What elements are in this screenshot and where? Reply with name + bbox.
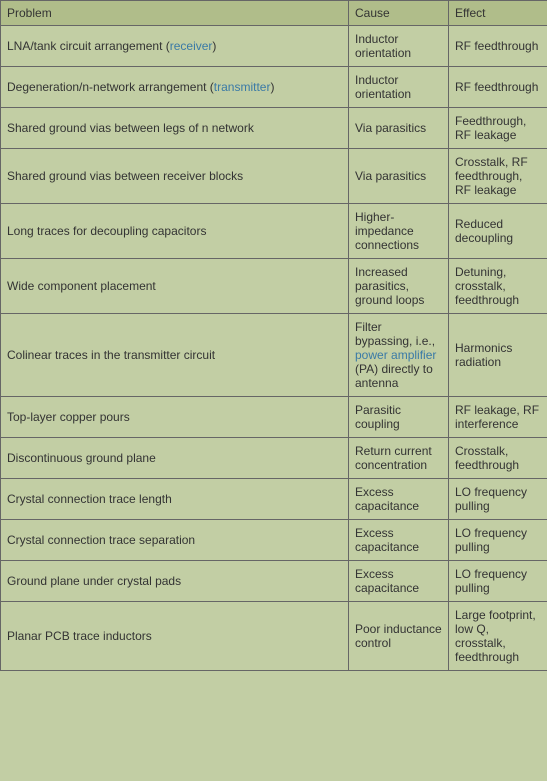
cell-problem: Crystal connection trace length [1, 479, 349, 520]
power-amplifier-link[interactable]: power amplifier [355, 348, 436, 362]
header-effect: Effect [449, 1, 547, 26]
cell-effect: Feedthrough, RF leakage [449, 108, 547, 149]
header-problem: Problem [1, 1, 349, 26]
cell-cause: Poor inductance control [349, 602, 449, 671]
cell-cause: Excess capacitance [349, 479, 449, 520]
cell-problem: Crystal connection trace separation [1, 520, 349, 561]
cell-cause: Return current concentration [349, 438, 449, 479]
cell-cause: Inductor orientation [349, 67, 449, 108]
cell-problem: LNA/tank circuit arrangement (receiver) [1, 26, 349, 67]
receiver-link[interactable]: receiver [170, 39, 213, 53]
cell-effect: Harmonics radiation [449, 314, 547, 397]
table-body: LNA/tank circuit arrangement (receiver)I… [1, 26, 547, 671]
cell-problem: Discontinuous ground plane [1, 438, 349, 479]
cell-cause: Higher-impedance connections [349, 204, 449, 259]
table-row: Planar PCB trace inductorsPoor inductanc… [1, 602, 547, 671]
cell-effect: LO frequency pulling [449, 561, 547, 602]
cell-effect: RF feedthrough [449, 26, 547, 67]
cell-cause: Filter bypassing, i.e., power amplifier … [349, 314, 449, 397]
cell-effect: RF leakage, RF interference [449, 397, 547, 438]
table-row: Shared ground vias between receiver bloc… [1, 149, 547, 204]
cell-cause: Excess capacitance [349, 561, 449, 602]
table-row: Shared ground vias between legs of n net… [1, 108, 547, 149]
table-row: Long traces for decoupling capacitorsHig… [1, 204, 547, 259]
table-row: Wide component placementIncreased parasi… [1, 259, 547, 314]
table-row: Colinear traces in the transmitter circu… [1, 314, 547, 397]
table-row: Crystal connection trace separationExces… [1, 520, 547, 561]
cell-effect: LO frequency pulling [449, 520, 547, 561]
table-row: Degeneration/n-network arrangement (tran… [1, 67, 547, 108]
cell-effect: RF feedthrough [449, 67, 547, 108]
cell-cause: Via parasitics [349, 149, 449, 204]
rf-layout-issues-table: Problem Cause Effect LNA/tank circuit ar… [0, 0, 547, 671]
cell-problem: Shared ground vias between receiver bloc… [1, 149, 349, 204]
cell-cause: Parasitic coupling [349, 397, 449, 438]
cell-problem: Colinear traces in the transmitter circu… [1, 314, 349, 397]
cell-cause: Excess capacitance [349, 520, 449, 561]
table-header-row: Problem Cause Effect [1, 1, 547, 26]
table-row: Discontinuous ground planeReturn current… [1, 438, 547, 479]
cell-problem: Wide component placement [1, 259, 349, 314]
cell-problem: Top-layer copper pours [1, 397, 349, 438]
table-row: LNA/tank circuit arrangement (receiver)I… [1, 26, 547, 67]
cell-effect: Large footprint, low Q, crosstalk, feedt… [449, 602, 547, 671]
table-row: Top-layer copper poursParasitic coupling… [1, 397, 547, 438]
cell-cause: Via parasitics [349, 108, 449, 149]
cell-problem: Degeneration/n-network arrangement (tran… [1, 67, 349, 108]
table-row: Ground plane under crystal padsExcess ca… [1, 561, 547, 602]
cell-cause: Inductor orientation [349, 26, 449, 67]
cell-cause: Increased parasitics, ground loops [349, 259, 449, 314]
cell-effect: Detuning, crosstalk, feedthrough [449, 259, 547, 314]
cell-problem: Shared ground vias between legs of n net… [1, 108, 349, 149]
table-row: Crystal connection trace lengthExcess ca… [1, 479, 547, 520]
cell-problem: Planar PCB trace inductors [1, 602, 349, 671]
cell-effect: Reduced decoupling [449, 204, 547, 259]
cell-effect: LO frequency pulling [449, 479, 547, 520]
header-cause: Cause [349, 1, 449, 26]
cell-effect: Crosstalk, feedthrough [449, 438, 547, 479]
transmitter-link[interactable]: transmitter [214, 80, 271, 94]
cell-problem: Long traces for decoupling capacitors [1, 204, 349, 259]
cell-effect: Crosstalk, RF feedthrough, RF leakage [449, 149, 547, 204]
cell-problem: Ground plane under crystal pads [1, 561, 349, 602]
